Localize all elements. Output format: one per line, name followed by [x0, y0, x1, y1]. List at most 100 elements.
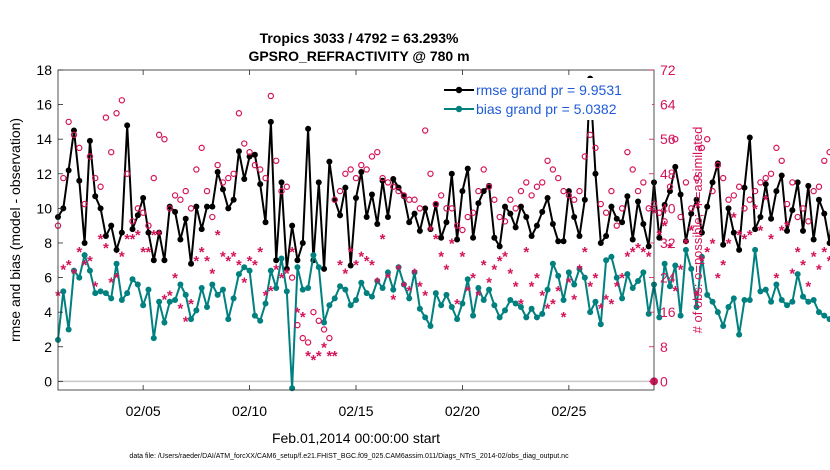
possible-obs-marker — [751, 187, 759, 195]
possible-obs-marker — [757, 179, 764, 186]
rmse-point — [688, 210, 695, 217]
x-tick-label: 02/05 — [126, 403, 161, 419]
x-tick-label: 02/10 — [232, 403, 267, 419]
bias-point — [789, 298, 796, 305]
possible-obs-marker — [693, 174, 700, 182]
bias-point — [331, 295, 338, 302]
rmse-point — [267, 118, 274, 125]
possible-obs-marker — [352, 174, 360, 182]
possible-obs-marker — [294, 321, 301, 329]
rmse-point — [741, 184, 748, 191]
rmse-point — [140, 195, 147, 201]
bias-point — [752, 246, 759, 253]
assimilated-obs-marker: * — [279, 270, 285, 287]
possible-obs-marker — [267, 92, 275, 100]
possible-obs-marker — [560, 187, 567, 195]
assimilated-obs-marker: * — [193, 253, 199, 270]
rmse-point — [507, 210, 514, 217]
bias-point — [725, 303, 732, 310]
rmse-point — [416, 227, 423, 234]
possible-obs-marker — [379, 174, 386, 182]
assimilated-obs-marker: * — [502, 248, 508, 265]
assimilated-obs-marker: * — [571, 292, 577, 309]
bias-point — [113, 260, 120, 267]
bias-point — [400, 281, 407, 288]
assimilated-obs-marker: * — [374, 274, 380, 291]
possible-obs-marker — [203, 187, 211, 195]
rmse-point — [241, 175, 248, 182]
assimilated-obs-marker: * — [71, 266, 77, 283]
bias-point — [65, 326, 72, 333]
possible-obs-marker — [230, 170, 237, 177]
bias-point — [560, 297, 567, 304]
assimilated-obs-marker: * — [311, 352, 317, 369]
possible-obs-marker — [810, 187, 817, 195]
possible-obs-marker — [549, 166, 557, 173]
bias-point — [118, 297, 125, 304]
rmse-point — [182, 215, 189, 222]
bias-point — [608, 253, 615, 260]
possible-obs-marker — [437, 192, 445, 199]
possible-obs-marker — [272, 157, 280, 165]
assimilated-obs-marker: * — [199, 244, 205, 261]
rmse-point — [624, 193, 631, 200]
y2-tick-label: 8 — [660, 339, 668, 355]
rmse-point — [326, 158, 333, 165]
rmse-point — [672, 163, 679, 170]
possible-obs-marker — [480, 166, 487, 173]
bias-point — [491, 302, 498, 309]
possible-obs-marker — [581, 153, 589, 160]
rmse-point — [826, 239, 830, 246]
possible-obs-marker — [187, 205, 195, 212]
rmse-point — [188, 260, 195, 267]
bias-point — [448, 303, 455, 310]
assimilated-obs-marker: * — [369, 257, 375, 274]
rmse-point — [555, 238, 562, 245]
assimilated-obs-marker: * — [412, 266, 418, 283]
bias-point — [741, 297, 748, 304]
bias-point — [70, 267, 77, 274]
y2-tick-label: 40 — [660, 200, 676, 216]
rmse-point — [464, 165, 471, 172]
bias-point — [427, 323, 434, 329]
bias-point — [517, 303, 524, 310]
assimilated-obs-marker: * — [539, 287, 545, 304]
assimilated-obs-marker: * — [816, 261, 822, 278]
assimilated-obs-marker: * — [624, 248, 630, 265]
rmse-point — [539, 208, 546, 215]
assimilated-obs-marker: * — [348, 244, 354, 261]
bias-point — [368, 293, 375, 300]
bias-point — [60, 288, 67, 295]
rmse-point — [805, 182, 812, 189]
bias-point — [666, 283, 673, 290]
possible-obs-marker — [150, 174, 157, 182]
bias-point — [480, 297, 487, 304]
y-tick-label: 18 — [36, 62, 52, 78]
possible-obs-marker — [368, 153, 376, 160]
rmse-point — [661, 201, 668, 208]
possible-obs-marker — [299, 334, 306, 342]
assimilated-obs-marker: * — [630, 244, 636, 261]
bias-point — [166, 298, 173, 305]
assimilated-obs-marker: * — [215, 227, 221, 244]
bias-point — [177, 281, 184, 288]
possible-obs-marker — [719, 174, 727, 182]
rmse-point — [438, 234, 445, 241]
possible-obs-marker — [304, 339, 312, 346]
possible-obs-marker — [288, 274, 296, 281]
bias-point — [390, 286, 397, 293]
legend-box — [442, 78, 652, 120]
assimilated-obs-marker: * — [401, 279, 407, 296]
assimilated-obs-marker: * — [444, 261, 450, 278]
possible-obs-marker — [634, 187, 642, 195]
rmse-point — [746, 134, 753, 141]
rmse-point — [656, 234, 663, 241]
rmse-point — [475, 200, 482, 207]
possible-obs-marker — [629, 166, 636, 173]
bias-point — [283, 288, 290, 295]
rmse-point — [581, 196, 588, 203]
bias-point — [640, 269, 647, 276]
bias-point — [571, 281, 578, 288]
